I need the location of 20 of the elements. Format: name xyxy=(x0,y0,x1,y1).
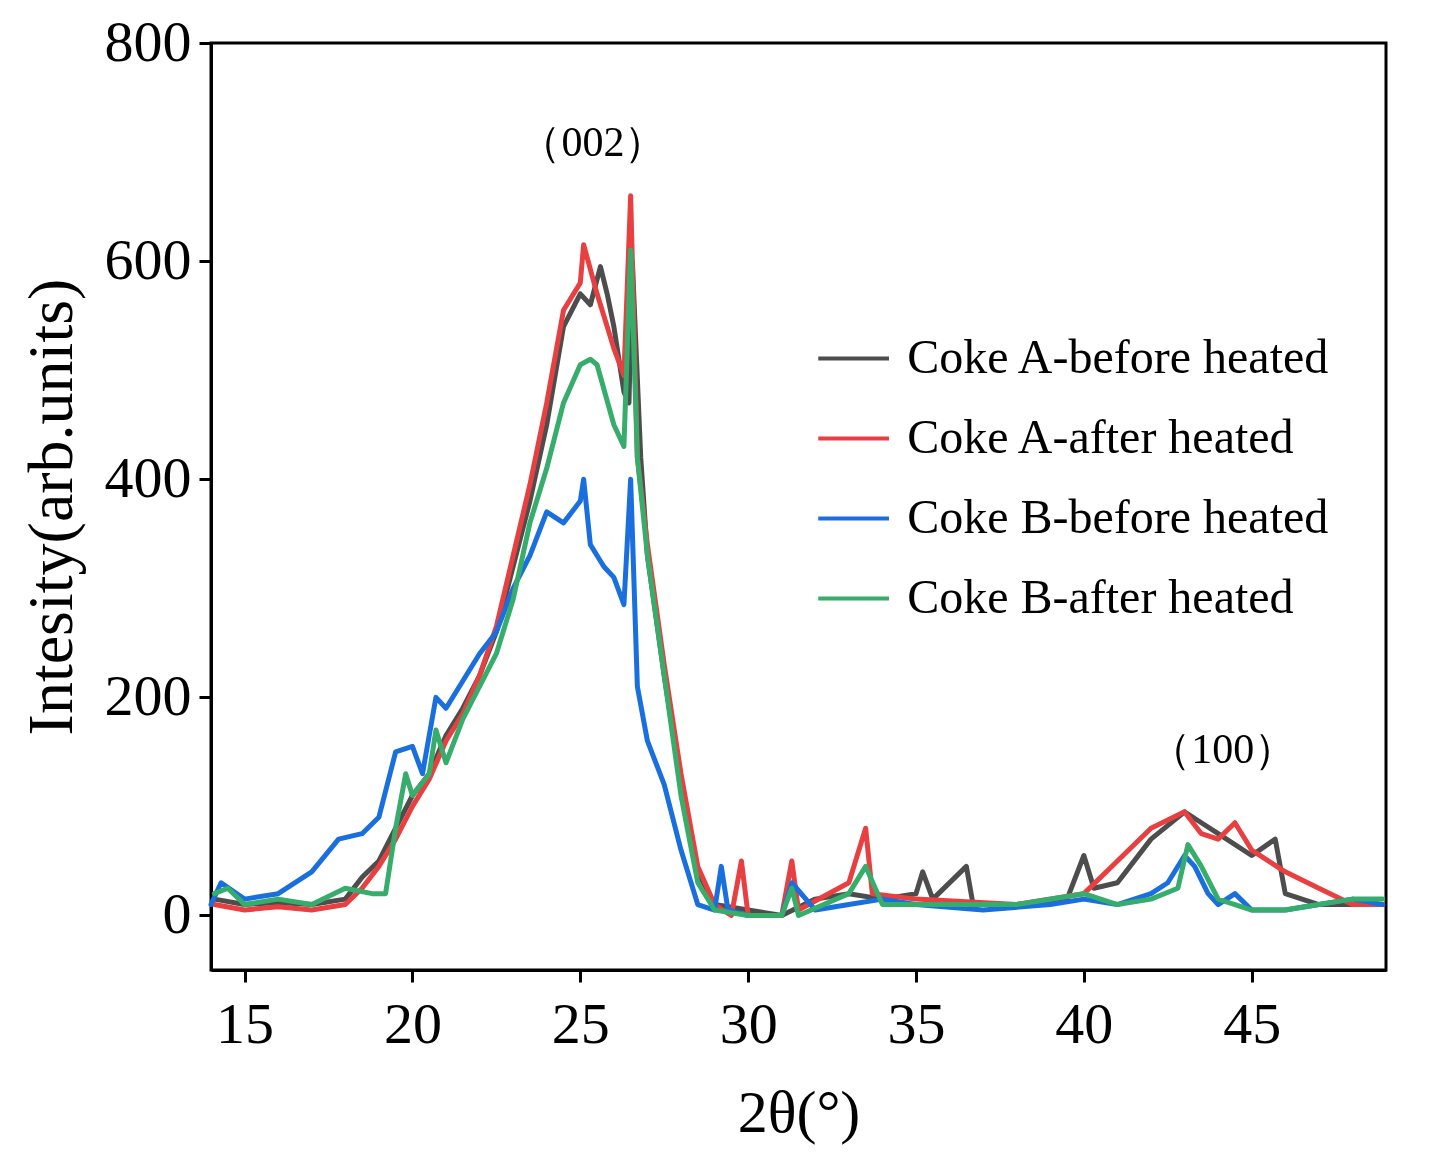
y-tick-label: 600 xyxy=(104,226,192,292)
x-tick-label: 20 xyxy=(383,990,442,1056)
y-axis-title: Intesity(arb.units) xyxy=(14,278,86,736)
y-tick-label: 400 xyxy=(104,444,192,510)
legend-label: Coke A-after heated xyxy=(907,409,1294,463)
annotation: （002） xyxy=(519,119,667,166)
legend-label: Coke B-before heated xyxy=(907,489,1329,543)
legend-label: Coke B-after heated xyxy=(907,569,1294,623)
x-tick-label: 40 xyxy=(1055,990,1114,1056)
x-tick-label: 30 xyxy=(719,990,778,1056)
x-tick-label: 25 xyxy=(551,990,610,1056)
x-axis-title: 2θ(°) xyxy=(737,1078,861,1145)
y-tick-label: 800 xyxy=(104,8,192,74)
y-tick-label: 200 xyxy=(104,662,192,728)
annotation: （100） xyxy=(1149,726,1297,773)
x-tick-label: 35 xyxy=(887,990,946,1056)
legend-label: Coke A-before heated xyxy=(907,329,1329,383)
y-tick-label: 0 xyxy=(162,880,192,946)
x-tick-label: 45 xyxy=(1223,990,1282,1056)
x-tick-label: 15 xyxy=(216,990,275,1056)
